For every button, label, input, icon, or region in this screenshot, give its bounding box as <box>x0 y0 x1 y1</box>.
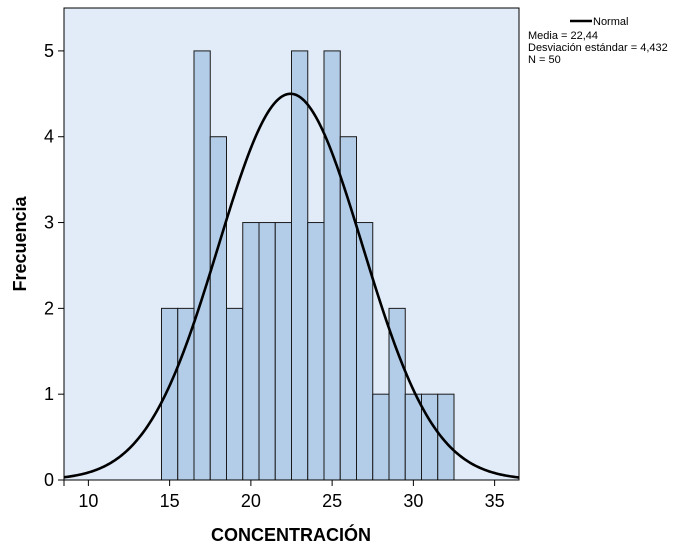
histogram-bar <box>291 50 309 481</box>
histogram-bar <box>258 222 276 481</box>
histogram-bar <box>372 393 390 481</box>
histogram-bar <box>307 222 325 481</box>
y-axis-title: Frecuencia <box>10 195 30 291</box>
x-tick-label: 10 <box>78 491 98 511</box>
legend: Normal Media = 22,44 Desviación estándar… <box>528 16 668 66</box>
legend-n: N = 50 <box>528 54 561 66</box>
x-tick-label: 20 <box>241 491 261 511</box>
x-tick-label: 25 <box>322 491 342 511</box>
y-tick-label: 0 <box>44 470 54 490</box>
x-axis-ticks: 10 15 20 25 30 35 <box>78 480 505 511</box>
y-axis-ticks: 0 1 2 3 4 5 <box>44 41 64 490</box>
y-tick-label: 5 <box>44 41 54 61</box>
histogram-bar <box>226 307 244 481</box>
y-tick-label: 4 <box>44 127 54 147</box>
legend-mean: Media = 22,44 <box>528 30 598 42</box>
y-tick-label: 3 <box>44 213 54 233</box>
histogram-bar <box>323 50 341 481</box>
histogram-bar <box>356 222 374 481</box>
histogram-bar <box>193 50 211 481</box>
x-tick-label: 15 <box>160 491 180 511</box>
legend-normal-label: Normal <box>593 16 628 28</box>
axes <box>58 8 519 486</box>
y-tick-label: 2 <box>44 298 54 318</box>
y-tick-label: 1 <box>44 384 54 404</box>
histogram-bars <box>161 50 455 481</box>
legend-std-dev: Desviación estándar = 4,432 <box>528 42 668 54</box>
normal-curve <box>63 92 520 479</box>
x-tick-label: 30 <box>403 491 423 511</box>
histogram-bar <box>209 136 227 481</box>
histogram-bar <box>177 307 195 481</box>
x-axis-title: CONCENTRACIÓN <box>211 524 371 545</box>
histogram-bar <box>274 222 292 481</box>
x-tick-label: 35 <box>485 491 505 511</box>
histogram-bar <box>404 393 422 481</box>
histogram-bar <box>421 393 439 481</box>
histogram-bar <box>161 307 179 481</box>
histogram-bar <box>339 136 357 481</box>
histogram-bar <box>242 222 260 481</box>
